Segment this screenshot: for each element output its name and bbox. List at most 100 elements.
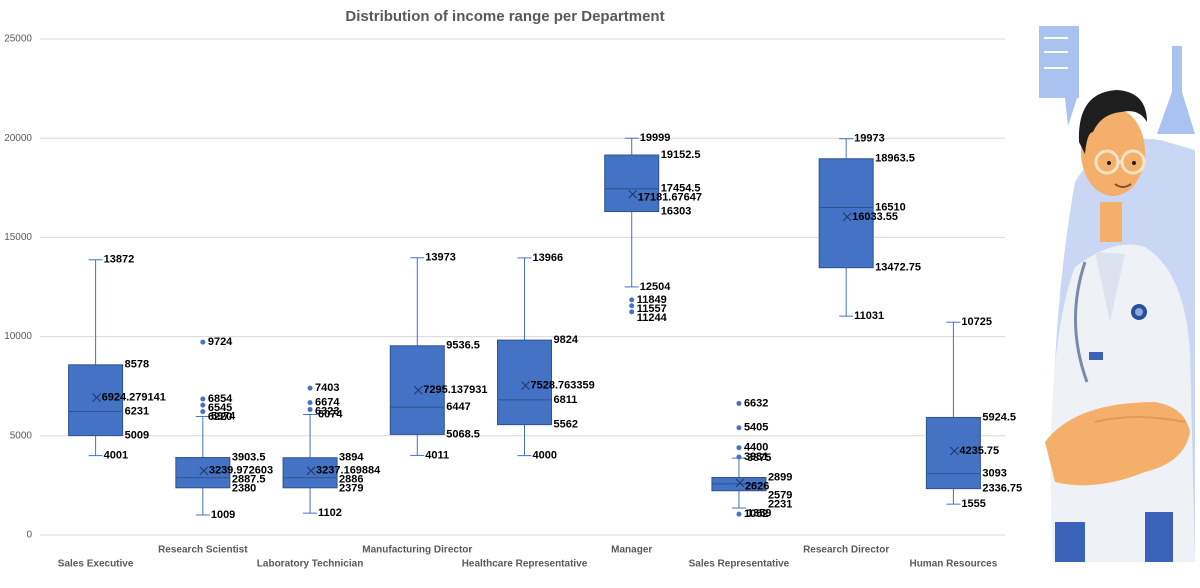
outlier-label: 7403 <box>315 382 339 394</box>
x-category-label: Research Scientist <box>158 545 248 556</box>
y-tick-label: 25000 <box>4 34 32 45</box>
outlier-point <box>307 400 313 406</box>
outlier-point <box>200 402 206 408</box>
chart-area: Distribution of income range per Departm… <box>4 8 1022 570</box>
data-label: 1009 <box>211 509 235 521</box>
outlier-label: 6220 <box>208 411 232 423</box>
data-label: 19999 <box>640 132 671 144</box>
box <box>282 457 338 489</box>
outlier-point <box>736 454 742 460</box>
data-label: 1102 <box>318 507 342 519</box>
data-label: 8578 <box>125 359 149 371</box>
outlier-label: 11557 <box>637 303 667 315</box>
x-category-label: Research Director <box>803 545 889 556</box>
data-label: 3894 <box>339 452 364 464</box>
outlier-label: 6674 <box>315 396 340 408</box>
x-category-label: Manufacturing Director <box>362 545 472 556</box>
y-tick-label: 0 <box>26 530 32 541</box>
data-label: 19973 <box>854 133 885 145</box>
data-label: 9824 <box>554 334 579 346</box>
boxplot-svg: 0 5000 10000 15000 20000 25000 13872 8578 6924.2… <box>4 34 1022 570</box>
outlier-label: 1052 <box>744 508 768 520</box>
x-category-label: Manager <box>611 545 652 556</box>
y-tick-label: 5000 <box>10 430 33 441</box>
data-label: 7528.763359 <box>531 380 595 392</box>
outlier-point <box>736 400 742 406</box>
data-label: 13966 <box>533 252 564 264</box>
data-label: 13872 <box>104 254 135 266</box>
box <box>389 345 445 435</box>
data-label: 1359 <box>747 507 771 519</box>
data-label: 6924.279141 <box>102 392 166 404</box>
data-label: 4011 <box>425 449 449 461</box>
outlier-label: 6632 <box>744 397 768 409</box>
data-label: 16033.55 <box>852 211 898 223</box>
data-label: 17181.67647 <box>638 192 702 204</box>
data-label: 6811 <box>554 394 578 406</box>
outlier-point <box>629 297 635 303</box>
outlier-label: 6323 <box>315 405 339 417</box>
data-label: 2579 <box>768 489 792 501</box>
box <box>604 154 660 213</box>
outlier-point <box>200 409 206 415</box>
x-category-label: Sales Representative <box>689 559 790 570</box>
data-label: 2379 <box>339 483 363 495</box>
data-label: 3903.5 <box>232 451 266 463</box>
data-label: 2899 <box>768 471 792 483</box>
outlier-point <box>200 396 206 402</box>
data-label: 2336.75 <box>982 483 1022 495</box>
data-label: 4001 <box>104 450 128 462</box>
data-label: 16510 <box>875 201 906 213</box>
data-label: 4000 <box>533 450 557 462</box>
y-tick-label: 15000 <box>4 232 32 243</box>
data-label: 3237.169884 <box>316 465 381 477</box>
data-label: 6074 <box>318 408 343 420</box>
x-category-label: Laboratory Technician <box>257 559 364 570</box>
data-label: 11031 <box>854 310 884 322</box>
data-label: 2380 <box>232 483 256 495</box>
data-label: 1555 <box>961 498 985 510</box>
mean-marker <box>306 466 316 476</box>
data-label: 17454.5 <box>661 183 701 195</box>
x-category-label: Human Resources <box>909 559 997 570</box>
outlier-label: 11849 <box>637 294 667 306</box>
outlier-label: 11244 <box>637 312 668 324</box>
box <box>497 339 552 426</box>
mean-marker <box>950 446 959 456</box>
data-label: 5009 <box>125 430 149 442</box>
box <box>68 364 124 437</box>
outlier-point <box>307 385 313 391</box>
box <box>925 416 981 490</box>
data-label: 5068.5 <box>446 428 480 440</box>
outlier-point <box>629 309 635 315</box>
mean-marker <box>199 466 209 476</box>
outlier-label: 6545 <box>208 402 232 414</box>
outlier-label: 3931 <box>744 451 768 463</box>
outlier-label: 4400 <box>744 442 768 454</box>
data-label: 3875 <box>747 452 771 464</box>
outlier-label: 6854 <box>208 393 233 405</box>
data-label: 2886 <box>339 474 363 486</box>
doctor-illustration <box>1039 26 1195 562</box>
data-label: 13973 <box>425 252 456 264</box>
outlier-label: 9724 <box>208 336 233 348</box>
data-label: 9536.5 <box>446 340 480 352</box>
data-label: 19152.5 <box>661 149 701 161</box>
y-tick-label: 20000 <box>4 133 32 144</box>
data-label: 16303 <box>661 205 692 217</box>
mean-marker <box>92 393 101 402</box>
mean-marker <box>521 381 530 390</box>
mean-marker <box>413 385 423 395</box>
data-label: 10725 <box>961 316 992 328</box>
data-label: 3093 <box>982 468 1006 480</box>
box <box>818 158 874 269</box>
data-label: 2887.5 <box>232 474 266 486</box>
data-label: 6231 <box>125 405 149 417</box>
data-label: 3239.972603 <box>209 465 273 477</box>
outlier-point <box>736 511 742 517</box>
mean-marker <box>842 212 852 222</box>
x-category-label: Healthcare Representative <box>462 559 588 570</box>
data-label: 6447 <box>446 401 470 413</box>
outlier-point <box>629 303 635 309</box>
data-label: 4235.75 <box>959 445 999 457</box>
